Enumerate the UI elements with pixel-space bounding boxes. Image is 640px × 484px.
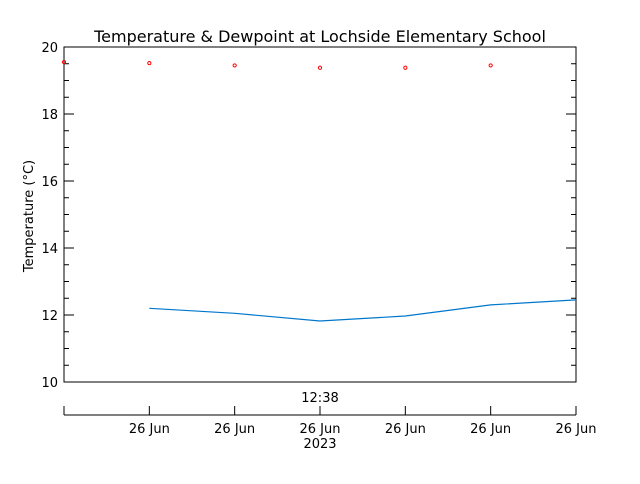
x-tick-label: 26 Jun	[214, 422, 255, 437]
y-tick-label: 12	[41, 309, 58, 324]
y-tick-label: 20	[41, 41, 58, 56]
y-tick-label: 16	[41, 175, 58, 190]
dewpoint-line	[149, 299, 577, 322]
temperature-point	[232, 63, 237, 68]
x-tick-label: 26 Jun	[129, 422, 170, 437]
y-axis-ticks: 10 12 14 16 18 20	[41, 41, 576, 391]
x-tick-label: 26 Jun	[385, 422, 426, 437]
y-tick-label: 10	[41, 376, 58, 391]
x-tick-label: 26 Jun	[470, 422, 511, 437]
time-axis: 12:38 26 Jun 26 Jun 26 Jun 26 Jun 26 Jun 26 J…	[63, 391, 597, 452]
temperature-point	[61, 59, 67, 65]
x-tick-label: 26 Jun	[556, 422, 597, 437]
x-tick-label: 26 Jun	[300, 422, 341, 437]
y-tick-label: 18	[41, 108, 58, 123]
temperature-point	[147, 60, 152, 66]
chart-title: Temperature & Dewpoint at Lochside Eleme…	[93, 27, 546, 46]
temperature-point	[488, 63, 493, 68]
y-axis-label: Temperature (°C)	[22, 160, 37, 273]
x-year-label: 2023	[303, 437, 336, 452]
series-layer	[61, 59, 577, 322]
temperature-point	[403, 65, 408, 70]
temperature-point	[317, 65, 323, 70]
time-label: 12:38	[301, 391, 338, 406]
y-tick-label: 14	[41, 242, 58, 257]
plot-frame	[63, 46, 577, 383]
